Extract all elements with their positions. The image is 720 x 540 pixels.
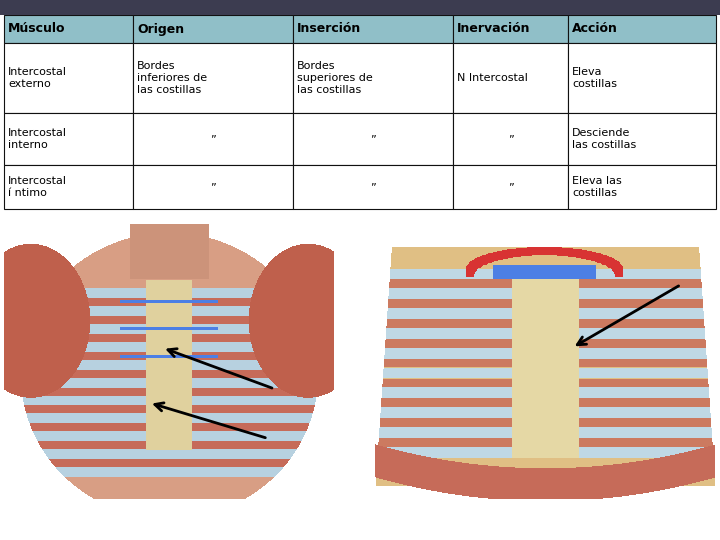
- Bar: [568, 43, 716, 113]
- Text: ”: ”: [508, 134, 513, 144]
- Bar: [568, 165, 716, 209]
- Bar: [453, 15, 568, 43]
- Bar: [568, 15, 716, 43]
- Bar: [453, 43, 568, 113]
- Text: Intercostal
externo: Intercostal externo: [8, 67, 67, 89]
- Text: Origen: Origen: [137, 23, 184, 36]
- Text: Músculo: Músculo: [8, 23, 66, 36]
- Text: ”: ”: [210, 134, 216, 144]
- Bar: [4, 15, 133, 43]
- Bar: [453, 113, 568, 165]
- Bar: [133, 165, 293, 209]
- Text: Inervación: Inervación: [457, 23, 531, 36]
- Text: ”: ”: [210, 182, 216, 192]
- Text: ”: ”: [370, 182, 376, 192]
- Bar: [4, 165, 133, 209]
- Text: N Intercostal: N Intercostal: [457, 73, 528, 83]
- Bar: [293, 15, 453, 43]
- Bar: [133, 43, 293, 113]
- Text: Bordes
superiores de
las costillas: Bordes superiores de las costillas: [297, 60, 373, 96]
- Bar: [293, 113, 453, 165]
- Bar: [4, 43, 133, 113]
- Text: ”: ”: [370, 134, 376, 144]
- Text: ”: ”: [508, 182, 513, 192]
- Bar: [568, 113, 716, 165]
- Bar: [293, 165, 453, 209]
- Bar: [133, 113, 293, 165]
- Bar: [293, 43, 453, 113]
- Text: Eleva
costillas: Eleva costillas: [572, 67, 617, 89]
- Text: Acción: Acción: [572, 23, 618, 36]
- Text: Eleva las
costillas: Eleva las costillas: [572, 176, 622, 198]
- Text: Intercostal
interno: Intercostal interno: [8, 128, 67, 150]
- Bar: [0, 0, 720, 15]
- Bar: [4, 113, 133, 165]
- Bar: [453, 165, 568, 209]
- Text: Inserción: Inserción: [297, 23, 361, 36]
- Text: Intercostal
í ntimo: Intercostal í ntimo: [8, 176, 67, 198]
- Text: Bordes
inferiores de
las costillas: Bordes inferiores de las costillas: [137, 60, 207, 96]
- Text: Desciende
las costillas: Desciende las costillas: [572, 128, 636, 150]
- Bar: [133, 15, 293, 43]
